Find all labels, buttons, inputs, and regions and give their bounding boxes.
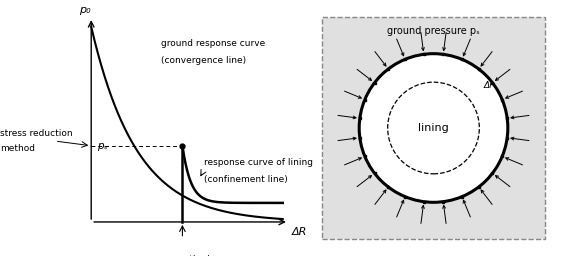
Text: pₛ: pₛ bbox=[97, 141, 108, 151]
Text: ΔR: ΔR bbox=[292, 227, 307, 237]
Text: method: method bbox=[0, 144, 35, 153]
Text: stress reduction: stress reduction bbox=[0, 129, 73, 138]
Text: ground pressure pₛ: ground pressure pₛ bbox=[387, 26, 480, 36]
Text: lining: lining bbox=[418, 123, 449, 133]
Text: gap method: gap method bbox=[155, 255, 210, 256]
Text: response curve of lining: response curve of lining bbox=[204, 158, 312, 167]
Text: (convergence line): (convergence line) bbox=[161, 56, 246, 65]
Text: Δr: Δr bbox=[483, 81, 493, 90]
Text: ground response curve: ground response curve bbox=[161, 39, 265, 48]
Text: p₀: p₀ bbox=[79, 5, 91, 15]
Circle shape bbox=[359, 54, 508, 202]
Text: (confinement line): (confinement line) bbox=[204, 175, 288, 184]
